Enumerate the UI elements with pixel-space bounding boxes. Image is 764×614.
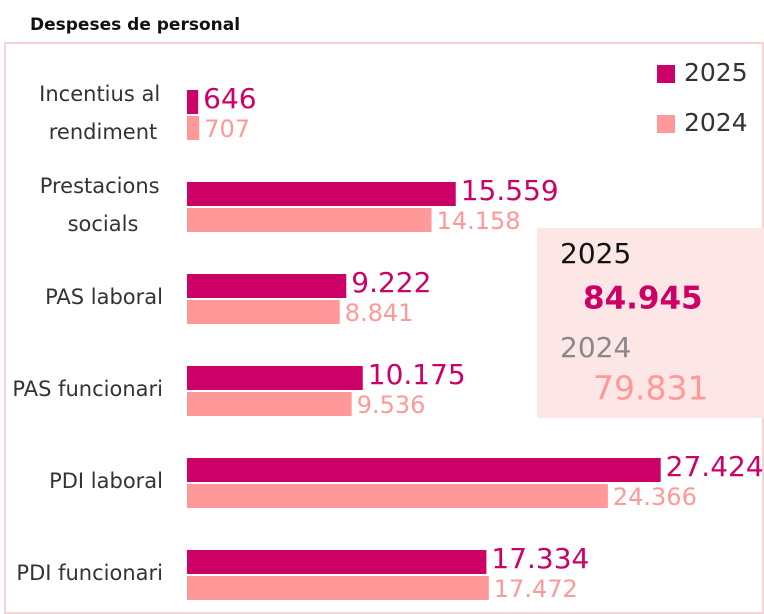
bar [187,484,608,508]
category-label: Prestacions socials [40,174,167,236]
value-label: 17.334 [491,542,589,575]
chart-title: Despeses de personal [30,15,240,35]
summary-total: 79.831 [593,369,708,408]
bar [187,182,456,206]
value-label: 9.536 [357,391,426,419]
category-label: PDI laboral [49,469,163,493]
legend-swatch [657,115,675,133]
value-label: 9.222 [351,266,431,299]
value-label: 24.366 [613,483,697,511]
summary-total: 84.945 [583,281,703,317]
bar [187,90,199,114]
value-label: 15.559 [461,174,559,207]
value-label: 646 [203,82,256,115]
value-label: 10.175 [368,358,466,391]
value-label: 27.424 [666,450,764,483]
value-label: 14.158 [437,207,521,235]
category-label: Incentius al rendiment [39,82,167,144]
bar [187,550,487,574]
bar [187,366,363,390]
category-label: PAS funcionari [12,377,163,401]
value-label: 8.841 [345,299,414,327]
legend-label: 2025 [684,58,748,87]
legend-swatch [657,65,675,83]
value-label: 707 [204,115,250,143]
category-label: PDI funcionari [16,561,163,585]
bar [187,208,432,232]
bar [187,116,200,140]
summary-year: 2024 [560,331,631,364]
bar [187,458,661,482]
summary-year: 2025 [560,237,631,270]
bar [187,392,352,416]
value-label: 17.472 [494,575,578,603]
legend-label: 2024 [684,108,748,137]
bar [187,300,340,324]
bar [187,576,489,600]
bar [187,274,347,298]
summary-box [537,228,764,418]
category-label: PAS laboral [45,285,163,309]
